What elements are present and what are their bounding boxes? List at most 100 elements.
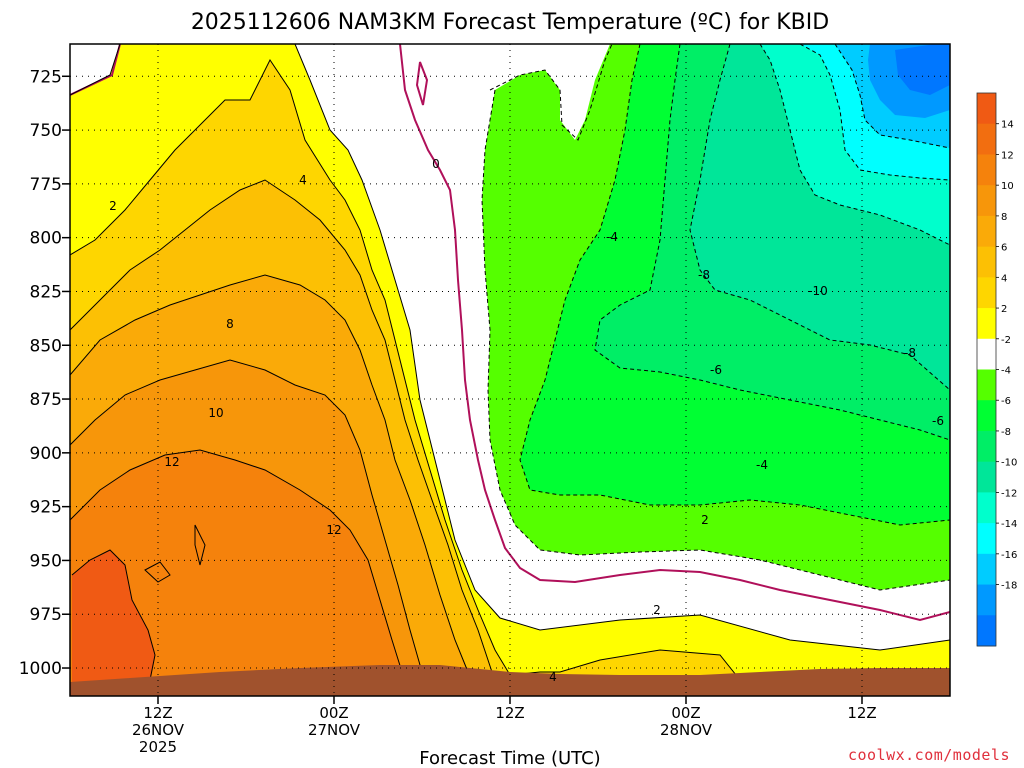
contour-label: 12 [164, 455, 179, 469]
colorbar-bin [977, 584, 996, 616]
colorbar-label: -10 [1001, 458, 1017, 469]
contour-label: 4 [299, 173, 307, 187]
x-tick-label: 26NOV [132, 721, 185, 739]
colorbar-label: -14 [1001, 519, 1017, 530]
contour-label: 2 [653, 603, 661, 617]
colorbar-bin [977, 369, 996, 401]
freezing-line-bubble [415, 61, 429, 106]
colorbar-bin [977, 615, 996, 647]
contour-12-blob [194, 524, 206, 566]
y-tick-label: 1000 [19, 659, 62, 679]
colorbar-bin [977, 93, 996, 125]
contour-2 [70, 44, 121, 96]
y-tick-label: 725 [30, 67, 62, 87]
contour-label: -10 [808, 284, 828, 298]
contour-14 [71, 549, 156, 681]
colorbar-bin [977, 523, 996, 555]
contour-label: -6 [932, 414, 944, 428]
contour-blob-a [144, 561, 171, 583]
contour-8 [70, 274, 469, 673]
x-tick-label: 12Z [143, 704, 172, 722]
contour-label: -8 [904, 346, 916, 360]
contour-label: -4 [756, 458, 768, 472]
colorbar-label: 4 [1001, 273, 1007, 284]
y-tick-label: 800 [30, 229, 62, 249]
y-tick-label: 950 [30, 551, 62, 571]
colorbar-bin [977, 123, 996, 155]
colorbar-label: -16 [1001, 550, 1017, 561]
y-tick-label: 850 [30, 336, 62, 356]
colorbar-label: -2 [1001, 335, 1011, 346]
contour-label: 10 [208, 406, 223, 420]
y-tick-label: 750 [30, 121, 62, 141]
colorbar-bin [977, 400, 996, 432]
contour-label: 0 [432, 157, 440, 171]
contour-label: -8 [698, 268, 710, 282]
contour-label: -6 [710, 363, 722, 377]
y-axis-ticks: 725 750 775 800 825 850 875 900 925 950 975 1000 [19, 67, 70, 679]
colorbar-bin [977, 430, 996, 463]
y-tick-label: 925 [30, 498, 62, 518]
colorbar-label: -18 [1001, 581, 1017, 592]
colorbar-label: 12 [1001, 150, 1014, 161]
contour-label: 2 [701, 513, 709, 527]
band-warm-ge-14 [72, 550, 155, 690]
x-axis-label: Forecast Time (UTC) [419, 748, 600, 768]
credit-text: coolwx.com/models [848, 746, 1010, 764]
grid-lines [70, 44, 950, 696]
colorbar-bin [977, 154, 996, 186]
y-tick-label: 875 [30, 390, 62, 410]
chart-title: 2025112606 NAM3KM Forecast Temperature (… [191, 10, 829, 35]
band-warm-ge-12 [70, 450, 402, 690]
contour-minus14 [834, 44, 950, 149]
contour-minus4-top [489, 44, 613, 141]
contour-12 [70, 449, 403, 673]
y-tick-label: 900 [30, 444, 62, 464]
colorbar-label: -8 [1001, 427, 1011, 438]
x-tick-label: 28NOV [660, 721, 713, 739]
colorbar-bin [977, 308, 996, 340]
contour-minus8 [689, 44, 950, 391]
temperature-fill [70, 44, 950, 696]
colorbar-label: 2 [1001, 304, 1007, 315]
contour-4 [70, 59, 950, 681]
colorbar-bin [977, 553, 996, 586]
colorbar: 14 12 10 8 6 4 2 -2 -4 -6 -8 -10 -12 -14 -16 -18 [976, 92, 1017, 647]
x-tick-label: 2025 [139, 738, 177, 756]
x-tick-label: 00Z [319, 704, 348, 722]
x-tick-label: 12Z [495, 704, 524, 722]
warm-contour-lines [70, 44, 950, 681]
contour-minus6 [594, 44, 950, 441]
contour-minus4-main [519, 44, 950, 526]
contour-minus2 [481, 89, 950, 591]
contour-labels: 2 4 8 10 12 12 0 -4 -8 -10 -8 -6 -6 -4 2 2 4 [109, 157, 944, 684]
y-tick-label: 775 [30, 175, 62, 195]
colorbar-label: 14 [1001, 120, 1014, 131]
x-tick-label: 27NOV [308, 721, 361, 739]
contour-label: 8 [226, 317, 234, 331]
colorbar-label: 8 [1001, 212, 1007, 223]
colorbar-bin [977, 215, 996, 248]
contour-label: 4 [549, 670, 557, 684]
cold-contour-lines [481, 44, 950, 591]
contour-label: -4 [606, 230, 618, 244]
contour-minus10 [759, 44, 950, 246]
colorbar-label: 10 [1001, 181, 1014, 192]
colorbar-label: -4 [1001, 366, 1011, 377]
contour-label: 2 [109, 199, 117, 213]
colorbar-label: -6 [1001, 396, 1011, 407]
colorbar-bin [977, 277, 996, 309]
contour-6 [70, 179, 493, 673]
y-tick-label: 825 [30, 282, 62, 302]
colorbar-bin [977, 338, 996, 370]
contour-10 [70, 359, 423, 673]
contour-minus12 [799, 44, 950, 181]
y-tick-label: 975 [30, 605, 62, 625]
colorbar-label: -12 [1001, 488, 1017, 499]
colorbar-label: 6 [1001, 243, 1007, 254]
contour-2-main [294, 44, 950, 651]
colorbar-bin [977, 461, 996, 493]
x-tick-label: 00Z [671, 704, 700, 722]
